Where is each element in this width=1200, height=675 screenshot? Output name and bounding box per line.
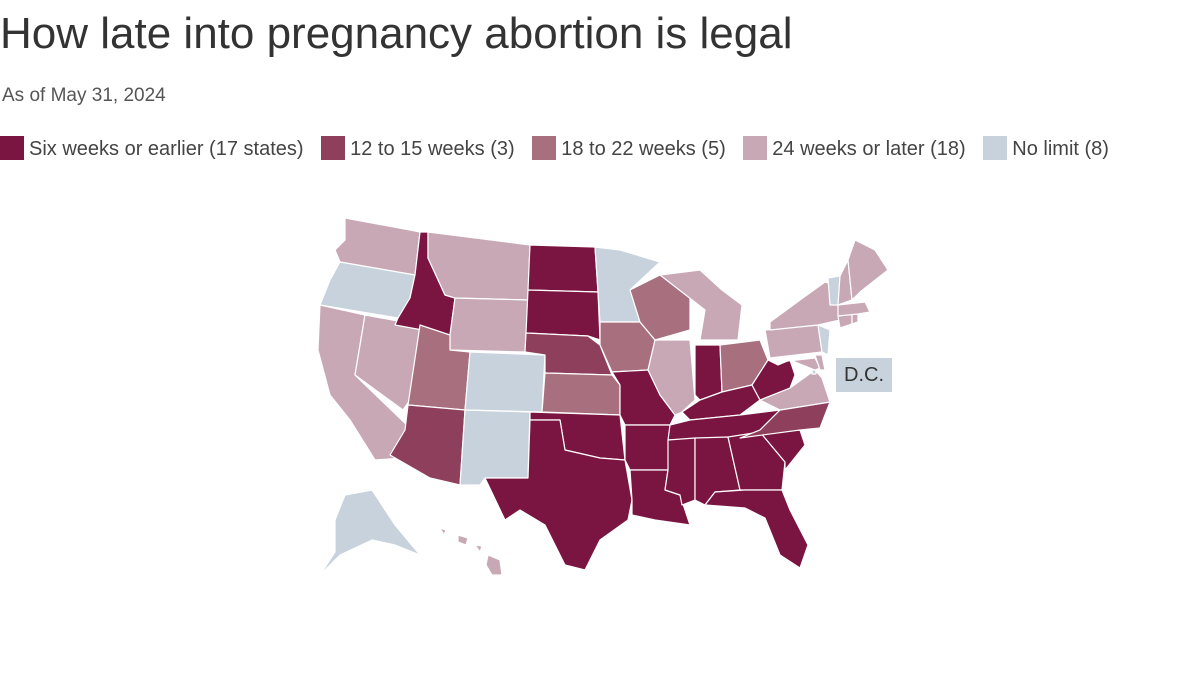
dc-callout-label: D.C. (836, 358, 892, 392)
page-title: How late into pregnancy abortion is lega… (0, 9, 793, 58)
state-mi (659, 269, 743, 341)
state-nj (817, 324, 831, 356)
state-wv (751, 359, 796, 401)
state-in (694, 344, 723, 401)
state-ks (541, 372, 621, 416)
state-nm (459, 409, 531, 486)
legend-label: Six weeks or earlier (17 states) (29, 138, 304, 160)
state-il (647, 339, 696, 416)
legend-swatch (983, 136, 1008, 160)
legend-item-no-limit: No limit (8) (983, 136, 1109, 160)
state-me (847, 239, 889, 301)
legend-swatch (0, 136, 24, 160)
state-ma (837, 301, 871, 317)
state-wy (449, 297, 529, 353)
legend-item-six-weeks: Six weeks or earlier (17 states) (0, 136, 304, 160)
state-fl (704, 489, 809, 569)
state-hi (439, 527, 503, 576)
legend-item-12-15-weeks: 12 to 15 weeks (3) (321, 136, 515, 160)
legend-label: 12 to 15 weeks (3) (350, 138, 515, 160)
legend-label: No limit (8) (1012, 138, 1109, 160)
legend-label: 24 weeks or later (18) (772, 138, 966, 160)
legend-label: 18 to 22 weeks (5) (561, 138, 726, 160)
us-states-map (317, 217, 889, 576)
state-dc (811, 369, 817, 375)
state-sd (525, 289, 601, 341)
state-mt (427, 231, 531, 301)
legend-swatch (321, 136, 346, 160)
legend-swatch (532, 136, 557, 160)
state-ak (319, 489, 421, 576)
legend-item-24-weeks: 24 weeks or later (18) (743, 136, 966, 160)
state-ri (851, 313, 859, 325)
legend-swatch (743, 136, 768, 160)
state-tx (484, 419, 633, 571)
legend: Six weeks or earlier (17 states) 12 to 1… (0, 135, 1190, 163)
legend-item-18-22-weeks: 18 to 22 weeks (5) (532, 136, 726, 160)
page-subtitle: As of May 31, 2024 (2, 85, 166, 106)
state-ar (624, 424, 671, 471)
state-az (389, 404, 466, 486)
state-md (777, 357, 821, 371)
state-nd (527, 244, 599, 293)
state-de (814, 354, 826, 371)
state-co (464, 351, 546, 413)
